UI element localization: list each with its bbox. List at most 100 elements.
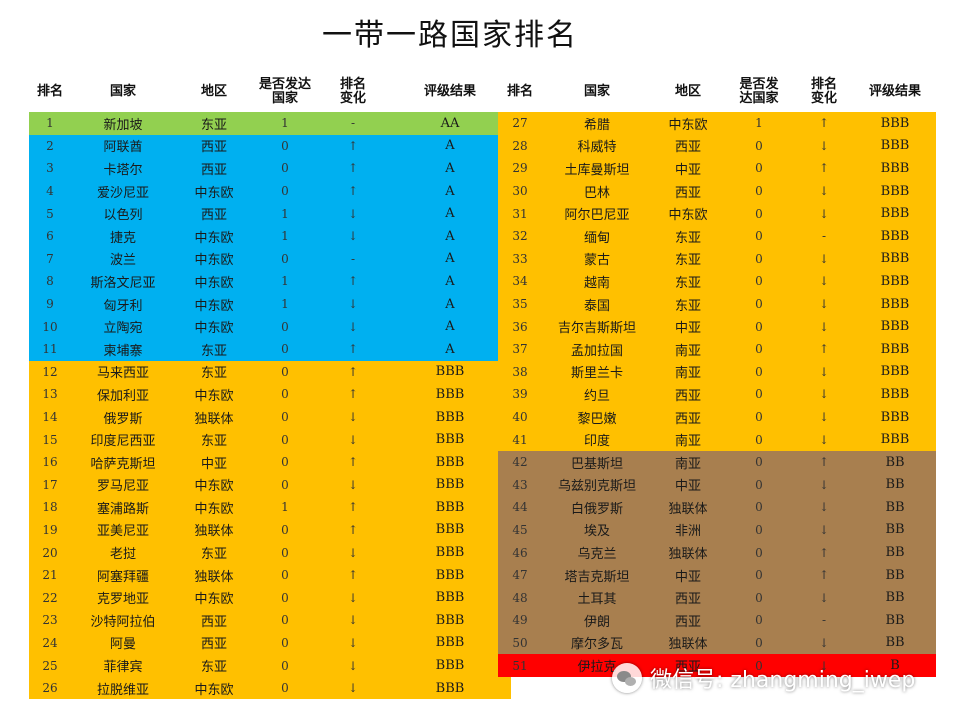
grade-cell: BBB: [435, 545, 465, 561]
developed-cell: 0: [755, 432, 763, 447]
rank-cell: 48: [512, 590, 528, 605]
change-cell: ↑: [347, 138, 359, 153]
change-cell: ↑: [347, 342, 359, 357]
header-rank: 排名: [506, 84, 533, 99]
rank-cell: 33: [512, 251, 528, 266]
developed-cell: 0: [755, 410, 763, 425]
header-developed-line1: 是否发: [739, 77, 779, 92]
country-cell: 亚美尼亚: [96, 524, 149, 540]
header-country: 国家: [109, 84, 136, 99]
region-cell: 中亚: [674, 321, 701, 337]
country-cell: 土耳其: [577, 592, 617, 608]
country-cell: 伊朗: [583, 614, 610, 630]
developed-cell: 0: [755, 500, 763, 515]
region-cell: 中东欧: [668, 208, 708, 224]
header-region: 地区: [200, 84, 227, 99]
grade-cell: BB: [885, 477, 905, 493]
grade-cell: BB: [885, 545, 905, 561]
change-cell: ↓: [818, 138, 830, 153]
developed-cell: 0: [755, 274, 763, 289]
rank-cell: 31: [512, 206, 528, 221]
region-cell: 东亚: [200, 366, 227, 382]
table-row: 17 罗马尼亚 中东欧 0 ↓ BBB: [29, 473, 511, 497]
table-row: 26 拉脱维亚 中东欧 0 ↓ BBB: [29, 676, 511, 700]
grade-cell: BBB: [880, 296, 910, 312]
developed-cell: 0: [755, 319, 763, 334]
rank-cell: 41: [512, 432, 528, 447]
region-cell: 中亚: [674, 479, 701, 495]
rank-cell: 6: [46, 229, 54, 244]
table-row: 25 菲律宾 东亚 0 ↓ BBB: [29, 654, 511, 677]
region-cell: 东亚: [674, 275, 701, 291]
region-cell: 独联体: [194, 411, 234, 427]
grade-cell: BBB: [880, 160, 910, 176]
country-cell: 塔吉克斯坦: [564, 569, 630, 585]
rank-cell: 38: [512, 364, 528, 379]
grade-cell: BBB: [435, 522, 465, 538]
region-cell: 南亚: [674, 343, 701, 359]
table-row: 10 立陶宛 中东欧 0 ↓ A: [29, 315, 511, 338]
left-table-header: 排名 国家 地区 是否发达 国家 排名 变化 评级结果: [29, 72, 511, 112]
developed-cell: 1: [755, 116, 763, 131]
country-cell: 伊拉克: [577, 660, 617, 676]
grade-cell: BBB: [435, 454, 465, 470]
region-cell: 非洲: [674, 524, 701, 540]
rank-cell: 34: [512, 274, 528, 289]
country-cell: 立陶宛: [103, 321, 143, 337]
rank-cell: 25: [42, 658, 58, 673]
table-row: 36 吉尔吉斯斯坦 中亚 0 ↓ BBB: [498, 315, 936, 338]
region-cell: 中东欧: [194, 682, 234, 698]
rank-cell: 12: [42, 364, 58, 379]
rank-cell: 18: [42, 500, 58, 515]
country-cell: 匈牙利: [103, 298, 143, 314]
developed-cell: 0: [281, 251, 289, 266]
change-cell: ↑: [818, 455, 830, 470]
developed-cell: 0: [281, 590, 289, 605]
region-cell: 中东欧: [194, 321, 234, 337]
header-developed: 是否发达 国家: [253, 72, 317, 112]
table-row: 38 斯里兰卡 南亚 0 ↓ BBB: [498, 360, 936, 384]
region-cell: 独联体: [194, 524, 234, 540]
rank-cell: 46: [512, 545, 528, 560]
left-ranking-table: 1 新加坡 东亚 1- AA 2 阿联酋 西亚 0 ↑ A 3 卡塔尔 西亚 0 ↑ A 4 爱沙尼亚 中东欧 0 ↑ A 5…: [29, 112, 511, 700]
grade-cell: BBB: [435, 658, 465, 674]
region-cell: 东亚: [200, 117, 227, 133]
table-row: 27 希腊 中东欧 1 ↑ BBB: [498, 112, 936, 135]
change-cell: ↓: [818, 251, 830, 266]
country-cell: 越南: [583, 275, 610, 291]
header-developed-line2: 国家: [271, 91, 298, 106]
grade-cell: BBB: [880, 273, 910, 289]
grade-cell: BBB: [880, 228, 910, 244]
rank-cell: 16: [42, 455, 58, 470]
change-cell: -: [350, 116, 356, 131]
developed-cell: 0: [281, 522, 289, 537]
change-cell: ↑: [347, 522, 359, 537]
header-developed: 是否发 达国家: [724, 72, 794, 112]
table-row: 45 埃及 非洲 0 ↓ BB: [498, 518, 936, 542]
change-cell: ↓: [818, 319, 830, 334]
country-cell: 波兰: [109, 253, 136, 269]
change-cell: ↓: [818, 364, 830, 379]
grade-cell: BBB: [880, 138, 910, 154]
country-cell: 希腊: [583, 117, 610, 133]
country-cell: 拉脱维亚: [96, 682, 149, 698]
grade-cell: BBB: [435, 499, 465, 515]
table-row: 41 印度 南亚 0 ↓ BBB: [498, 428, 936, 451]
region-cell: 东亚: [674, 230, 701, 246]
change-cell: ↓: [818, 522, 830, 537]
header-region: 地区: [674, 84, 701, 99]
table-row: 37 孟加拉国 南亚 0 ↑ BBB: [498, 337, 936, 361]
table-row: 6 捷克 中东欧 1 ↓ A: [29, 224, 511, 248]
change-cell: -: [821, 229, 827, 244]
table-row: 14 俄罗斯 独联体 0 ↓ BBB: [29, 405, 511, 429]
developed-cell: 0: [755, 545, 763, 560]
change-cell: ↓: [818, 274, 830, 289]
change-cell: ↓: [347, 681, 359, 696]
region-cell: 南亚: [674, 434, 701, 450]
table-row: 21 阿塞拜疆 独联体 0 ↑ BBB: [29, 563, 511, 587]
developed-cell: 0: [281, 161, 289, 176]
change-cell: ↓: [347, 635, 359, 650]
grade-cell: A: [445, 206, 455, 222]
region-cell: 西亚: [674, 592, 701, 608]
rank-cell: 5: [46, 206, 54, 221]
